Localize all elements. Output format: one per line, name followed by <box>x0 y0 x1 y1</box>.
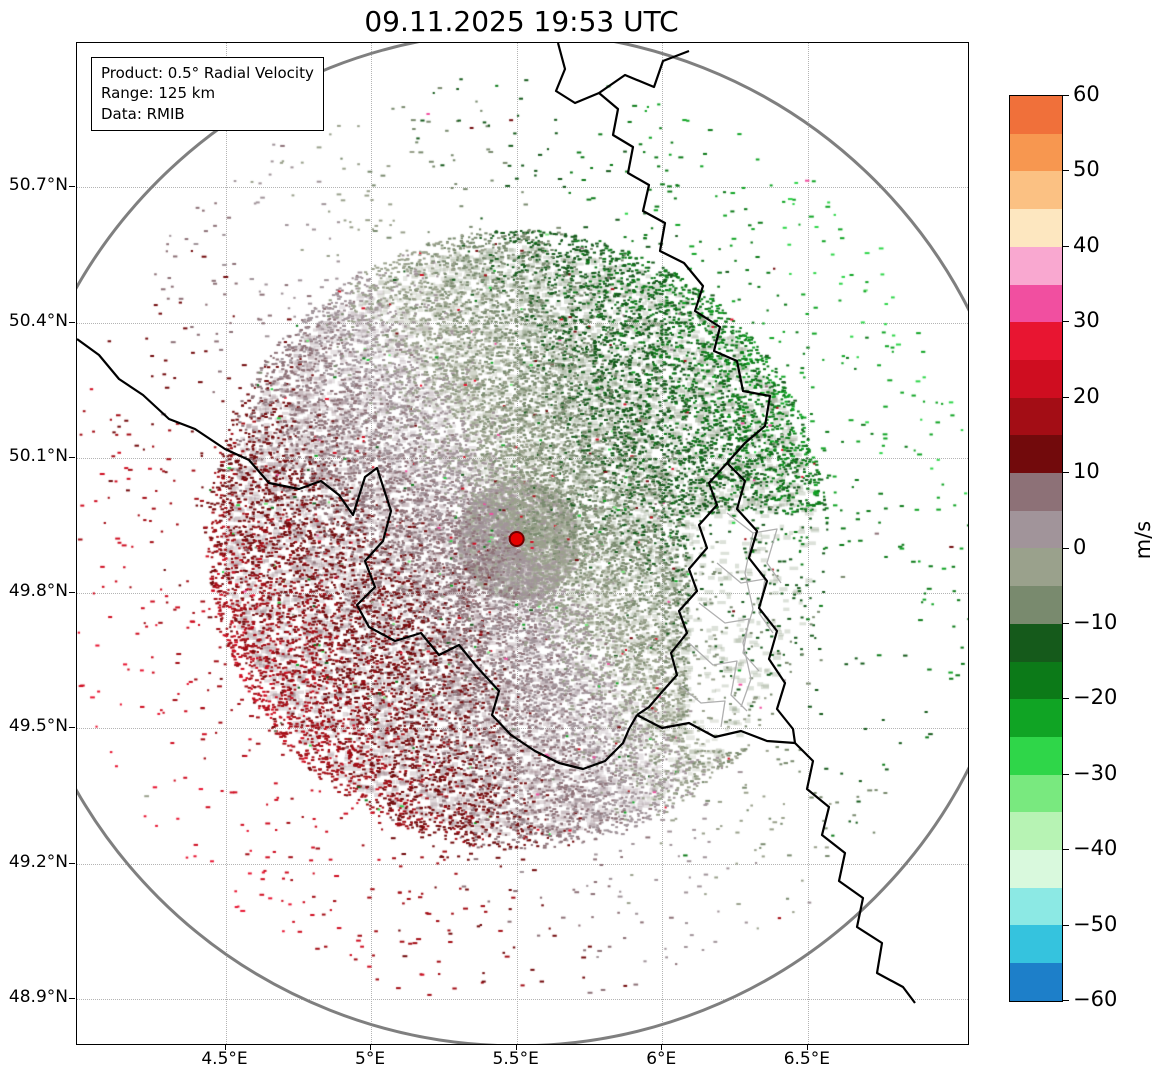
country-border <box>636 714 796 745</box>
colorbar-tick-mark <box>1062 95 1069 96</box>
y-tick-label: 50.1°N <box>8 445 68 466</box>
y-tick-mark <box>69 592 75 594</box>
colorbar-band <box>1010 359 1062 398</box>
canton-border <box>676 682 726 728</box>
y-tick-mark <box>69 186 75 188</box>
colorbar-band <box>1010 171 1062 210</box>
colorbar-band <box>1010 925 1062 964</box>
country-border <box>794 742 916 1004</box>
colorbar-tick-mark <box>1062 170 1069 172</box>
x-tick-mark <box>224 1044 226 1050</box>
x-tick-mark <box>661 1044 663 1050</box>
product-info-box: Product: 0.5° Radial Velocity Range: 125… <box>91 57 324 131</box>
colorbar-tick-mark <box>1062 622 1069 624</box>
colorbar-band <box>1010 246 1062 285</box>
colorbar-band <box>1010 96 1062 134</box>
colorbar-tick-label: 10 <box>1073 459 1100 484</box>
colorbar-tick-label: 40 <box>1073 232 1100 257</box>
x-tick-label: 5°E <box>355 1049 386 1069</box>
y-tick-label: 49.2°N <box>8 851 68 872</box>
colorbar-tick-label: −20 <box>1073 685 1118 710</box>
canton-border <box>740 532 754 708</box>
info-product-line: Product: 0.5° Radial Velocity <box>101 64 314 82</box>
colorbar-band <box>1010 397 1062 436</box>
canton-border <box>726 512 782 584</box>
x-tick-label: 6.5°E <box>783 1049 830 1069</box>
canton-border <box>698 602 760 672</box>
colorbar-band <box>1010 510 1062 549</box>
colorbar-tick-label: −40 <box>1073 836 1118 861</box>
country-border <box>636 462 728 716</box>
colorbar-band <box>1010 133 1062 172</box>
colorbar-tick-mark <box>1062 773 1069 775</box>
colorbar-tick-mark <box>1062 472 1069 474</box>
plot-title: 09.11.2025 19:53 UTC <box>364 5 679 38</box>
y-tick-mark <box>69 727 75 729</box>
colorbar-tick-label: 30 <box>1073 308 1100 333</box>
colorbar-band <box>1010 963 1062 1001</box>
colorbar-tick-mark <box>1062 849 1069 851</box>
colorbar-tick-mark <box>1062 924 1069 926</box>
y-tick-label: 50.4°N <box>8 310 68 331</box>
colorbar-band <box>1010 435 1062 474</box>
colorbar-tick-label: 0 <box>1073 534 1087 559</box>
colorbar-band <box>1010 586 1062 624</box>
colorbar-tick-mark <box>1062 698 1069 700</box>
country-border <box>77 338 638 771</box>
colorbar-tick-label: 60 <box>1073 82 1100 106</box>
colorbar-tick-label: −50 <box>1073 911 1118 936</box>
x-tick-mark <box>806 1044 808 1050</box>
y-tick-label: 49.5°N <box>8 716 68 737</box>
colorbar-band <box>1010 774 1062 813</box>
colorbar-band <box>1010 812 1062 851</box>
colorbar-band <box>1010 699 1062 737</box>
x-tick-label: 6°E <box>646 1049 677 1069</box>
colorbar-band <box>1010 473 1062 511</box>
colorbar-band <box>1010 284 1062 323</box>
colorbar-tick-mark <box>1062 245 1069 247</box>
colorbar <box>1009 95 1063 1002</box>
colorbar-band <box>1010 887 1062 926</box>
y-tick-mark <box>69 456 75 458</box>
x-tick-mark <box>515 1044 517 1050</box>
x-tick-label: 5.5°E <box>492 1049 539 1069</box>
colorbar-tick-label: −60 <box>1073 987 1118 1011</box>
map-plot: Product: 0.5° Radial Velocity Range: 125… <box>76 42 969 1045</box>
colorbar-tick-label: 50 <box>1073 157 1100 182</box>
x-tick-label: 4.5°E <box>201 1049 248 1069</box>
colorbar-tick-mark <box>1062 396 1069 398</box>
colorbar-band <box>1010 623 1062 662</box>
colorbar-tick-mark <box>1062 547 1069 549</box>
colorbar-band <box>1010 322 1062 360</box>
colorbar-band <box>1010 850 1062 888</box>
colorbar-band <box>1010 548 1062 587</box>
y-tick-mark <box>69 997 75 999</box>
radar-site-marker <box>508 530 525 547</box>
x-tick-mark <box>370 1044 372 1050</box>
y-tick-label: 50.7°N <box>8 175 68 196</box>
map-overlay <box>77 43 968 1044</box>
y-tick-mark <box>69 321 75 323</box>
country-border <box>726 462 797 744</box>
info-range-line: Range: 125 km <box>101 84 216 103</box>
colorbar-tick-mark <box>1062 321 1069 323</box>
y-tick-label: 49.8°N <box>8 581 68 602</box>
colorbar-band <box>1010 736 1062 775</box>
country-border <box>598 49 690 94</box>
colorbar-tick-mark <box>1062 1000 1069 1001</box>
colorbar-tick-label: −30 <box>1073 760 1118 785</box>
canton-border <box>688 642 748 712</box>
colorbar-tick-label: −10 <box>1073 609 1118 634</box>
colorbar-band <box>1010 661 1062 700</box>
y-tick-label: 48.9°N <box>8 986 68 1007</box>
colorbar-band <box>1010 209 1062 247</box>
info-data-source-line: Data: RMIB <box>101 104 185 123</box>
colorbar-tick-label: 20 <box>1073 383 1100 408</box>
y-tick-mark <box>69 862 75 864</box>
country-border <box>554 43 772 464</box>
colorbar-unit-label: m/s <box>1131 520 1156 560</box>
